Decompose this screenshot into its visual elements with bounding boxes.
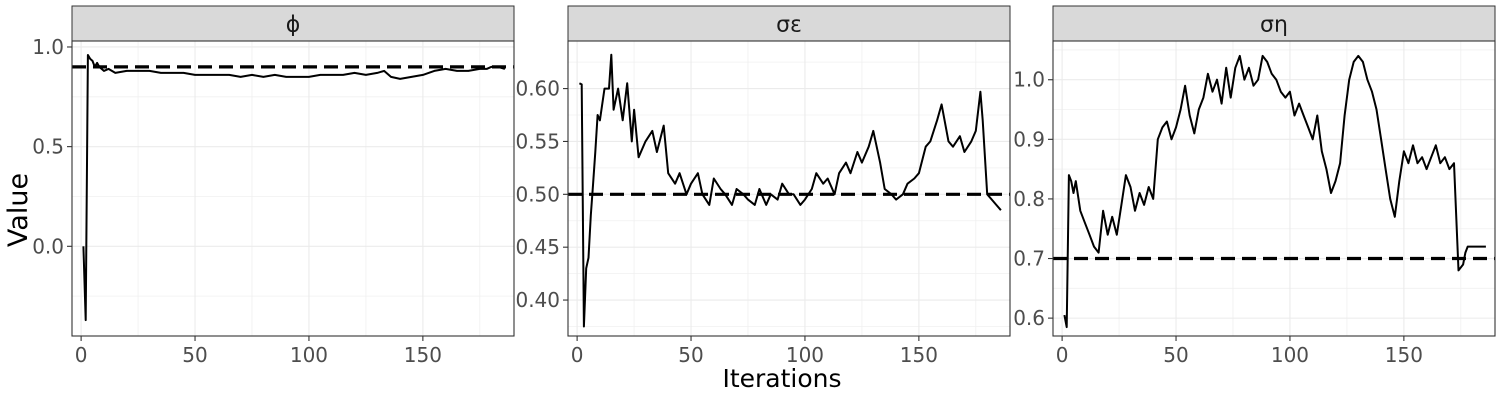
x-tick-label: 100 bbox=[1271, 343, 1309, 367]
x-tick-label: 150 bbox=[1385, 343, 1423, 367]
y-tick-label: 0.40 bbox=[515, 288, 560, 312]
y-axis-title: Value bbox=[3, 173, 34, 247]
y-tick-label: 0.5 bbox=[32, 135, 64, 159]
y-tick-label: 0.45 bbox=[515, 235, 560, 259]
facet-title: ση bbox=[1260, 13, 1288, 38]
panel-background bbox=[72, 41, 514, 336]
y-tick-label: 0.9 bbox=[1013, 127, 1045, 151]
x-tick-label: 50 bbox=[1163, 343, 1188, 367]
x-tick-label: 0 bbox=[571, 343, 584, 367]
y-tick-label: 1.0 bbox=[1013, 68, 1045, 92]
x-axis-title: Iterations bbox=[722, 364, 841, 393]
panel-border bbox=[1052, 40, 1496, 337]
x-tick-label: 0 bbox=[75, 343, 88, 367]
panel-background bbox=[568, 41, 1010, 336]
panels: ϕ 0 50 100 150 0.0 0.5 1.0 σε 0 50 100 150 0.40 0.45 0.… bbox=[32, 5, 1496, 367]
facet-strip bbox=[71, 5, 515, 42]
x-tick-label: 100 bbox=[786, 343, 824, 367]
facet-panel-3: ση 0 50 100 150 0.6 0.7 0.8 0.9 1.0 bbox=[1013, 5, 1496, 367]
y-tick-label: 0.7 bbox=[1013, 247, 1045, 271]
facet-panel-1: ϕ 0 50 100 150 0.0 0.5 1.0 bbox=[32, 5, 515, 367]
panel-border bbox=[567, 40, 1011, 337]
series-line-1 bbox=[82, 54, 506, 322]
y-tick-label: 0.50 bbox=[515, 182, 560, 206]
x-tick-label: 150 bbox=[404, 343, 442, 367]
x-tick-label: 50 bbox=[678, 343, 703, 367]
y-tick-label: 0.0 bbox=[32, 234, 64, 258]
facet-title: σε bbox=[776, 13, 802, 38]
y-tick-label: 0.8 bbox=[1013, 187, 1045, 211]
facet-panel-2: σε 0 50 100 150 0.40 0.45 0.50 0.55 0.60 bbox=[515, 5, 1011, 367]
panel-background bbox=[1053, 41, 1495, 336]
panel-border bbox=[71, 40, 515, 337]
y-tick-label: 0.6 bbox=[1013, 306, 1045, 330]
y-tick-label: 0.55 bbox=[515, 129, 560, 153]
x-tick-label: 0 bbox=[1056, 343, 1069, 367]
facet-strip bbox=[567, 5, 1011, 42]
x-tick-label: 150 bbox=[900, 343, 938, 367]
x-tick-label: 50 bbox=[182, 343, 207, 367]
y-tick-label: 0.60 bbox=[515, 77, 560, 101]
facet-title: ϕ bbox=[286, 13, 301, 38]
x-tick-label: 100 bbox=[290, 343, 328, 367]
series-line-1 bbox=[1063, 54, 1486, 329]
series-line-1 bbox=[578, 53, 1002, 328]
y-tick-label: 1.0 bbox=[32, 35, 64, 59]
